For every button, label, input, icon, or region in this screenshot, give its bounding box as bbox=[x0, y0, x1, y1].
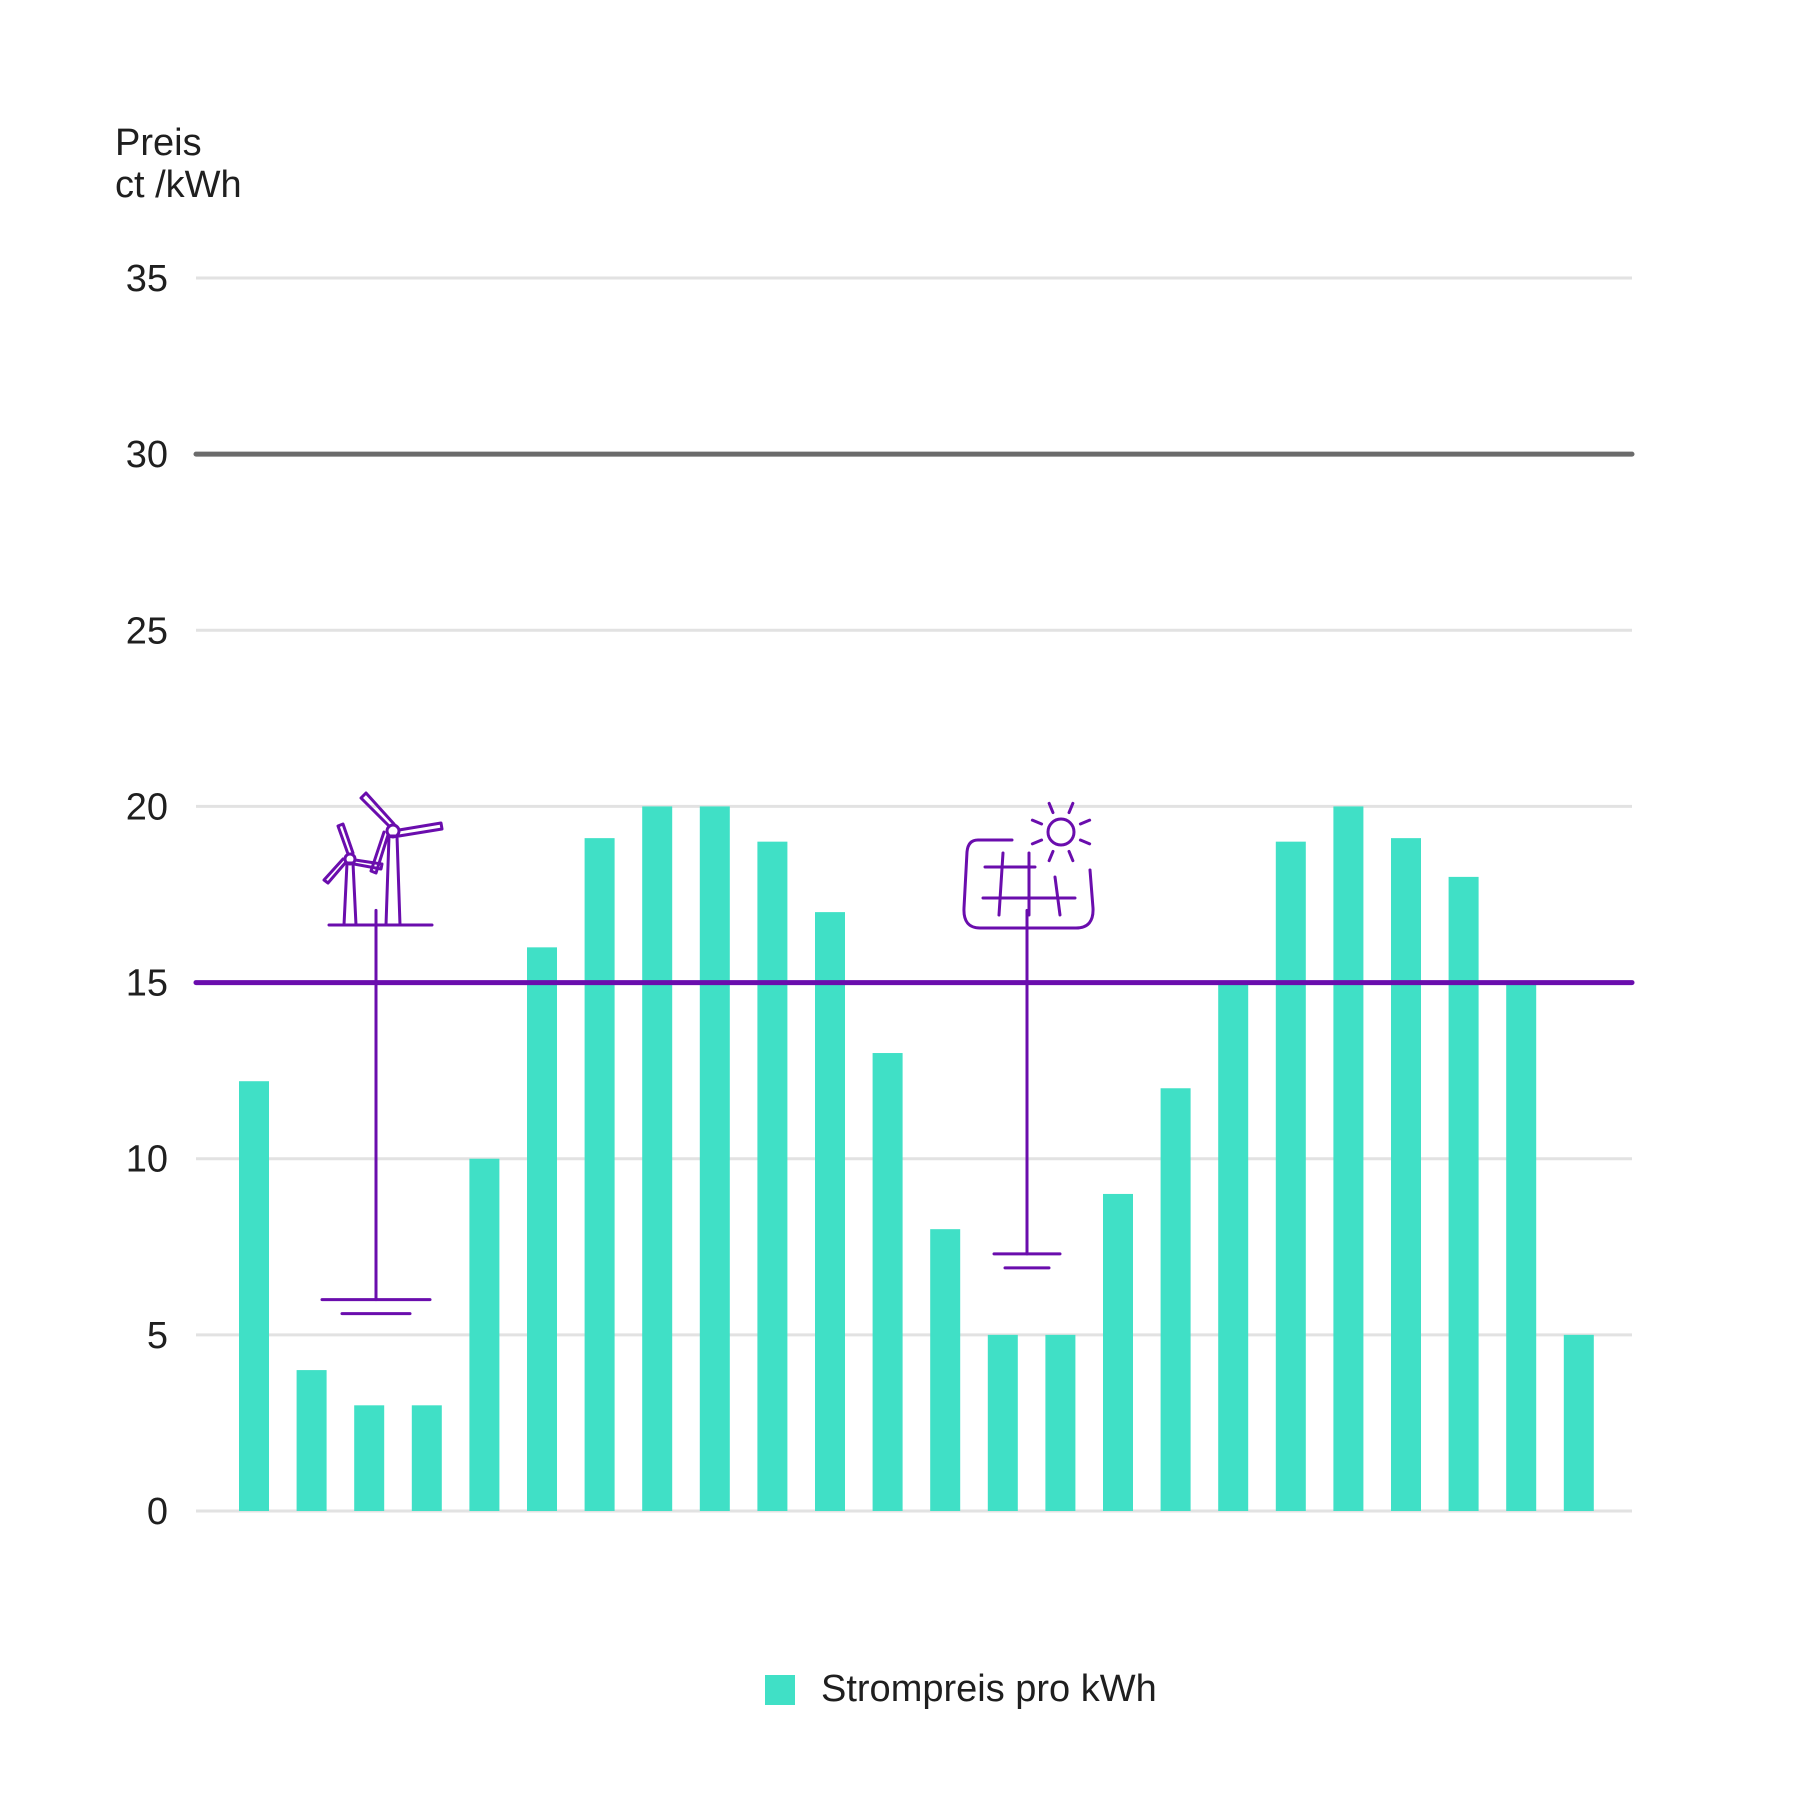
sun-ray bbox=[1078, 818, 1092, 826]
annotation bbox=[962, 801, 1095, 1270]
wind-turbine-icon bbox=[322, 791, 444, 927]
sun bbox=[1046, 817, 1076, 847]
bar bbox=[1333, 806, 1364, 1511]
legend-swatch bbox=[765, 1674, 795, 1705]
legend: Strompreis pro kWh bbox=[765, 1668, 1157, 1711]
turbine-blade bbox=[322, 857, 348, 885]
turbine-blade bbox=[359, 791, 396, 828]
y-tick-label: 15 bbox=[126, 963, 168, 1005]
y-axis-title-line-2: ct /kWh bbox=[115, 164, 242, 206]
y-tick-label: 25 bbox=[126, 610, 168, 652]
sun-ray bbox=[1030, 838, 1044, 846]
turbine-tower bbox=[384, 834, 402, 927]
turbine-blade bbox=[336, 822, 355, 856]
bar bbox=[699, 806, 730, 1511]
annotation bbox=[320, 791, 444, 1316]
sun-ray bbox=[1030, 818, 1044, 826]
bar bbox=[987, 1334, 1018, 1511]
bars bbox=[239, 806, 1594, 1511]
turbine-blade bbox=[397, 821, 444, 838]
bar bbox=[239, 1081, 269, 1511]
y-tick-label: 0 bbox=[147, 1491, 168, 1533]
bar bbox=[1160, 1088, 1191, 1511]
bar bbox=[411, 1405, 442, 1511]
bar bbox=[296, 1370, 327, 1511]
bar bbox=[930, 1229, 961, 1511]
bar bbox=[1391, 838, 1421, 1511]
sun-ray bbox=[1067, 849, 1075, 863]
solar-panel-grid bbox=[997, 851, 1005, 917]
y-axis-title-line-1: Preis bbox=[115, 122, 202, 164]
y-tick-label: 10 bbox=[126, 1139, 168, 1181]
sun-ray bbox=[1047, 801, 1055, 815]
sun-ray bbox=[1067, 801, 1075, 815]
bar bbox=[527, 947, 557, 1511]
bar bbox=[642, 806, 673, 1511]
bar bbox=[1045, 1334, 1076, 1511]
y-axis-title: Preis ct /kWh bbox=[115, 122, 242, 206]
annotations bbox=[320, 791, 1095, 1316]
bar bbox=[757, 841, 788, 1511]
y-tick-label: 5 bbox=[147, 1315, 168, 1357]
bar bbox=[1506, 982, 1537, 1511]
bar bbox=[1275, 841, 1306, 1511]
y-tick-label: 35 bbox=[126, 258, 168, 300]
legend-label: Strompreis pro kWh bbox=[821, 1668, 1157, 1710]
bar bbox=[1448, 876, 1479, 1511]
bar bbox=[1103, 1193, 1133, 1511]
y-tick-label: 20 bbox=[126, 786, 168, 828]
bar bbox=[1563, 1334, 1594, 1511]
solar-panel-frame bbox=[962, 838, 1095, 930]
turbine-blade bbox=[369, 830, 390, 875]
y-tick-label: 30 bbox=[126, 434, 168, 476]
y-axis-ticks: 0 5 10 15 20 25 30 35 bbox=[126, 258, 168, 1533]
bar bbox=[469, 1158, 500, 1511]
bar bbox=[354, 1405, 385, 1511]
solar-panel-icon bbox=[962, 801, 1095, 930]
sun-ray bbox=[1047, 849, 1055, 863]
sun-ray bbox=[1078, 838, 1092, 846]
turbine-blade bbox=[352, 858, 384, 871]
turbine-tower bbox=[342, 861, 358, 927]
bar bbox=[815, 912, 845, 1511]
bar bbox=[584, 838, 615, 1511]
bar bbox=[872, 1053, 903, 1511]
bar bbox=[1218, 982, 1249, 1511]
reference-lines bbox=[193, 451, 1635, 986]
solar-panel-grid bbox=[1053, 875, 1062, 917]
